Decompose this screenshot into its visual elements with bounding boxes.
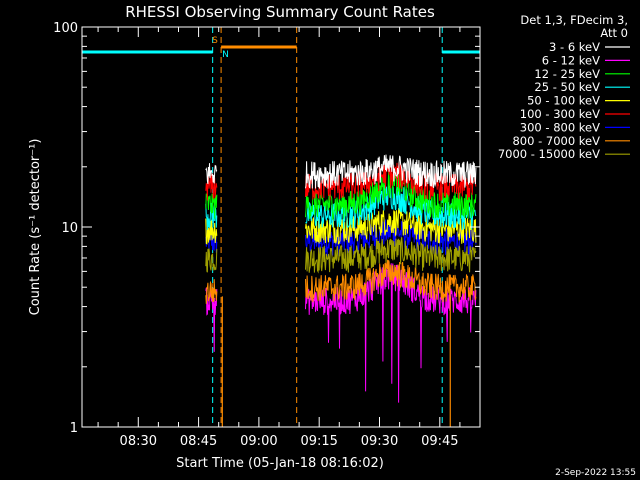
y-axis-label: Count Rate (s⁻¹ detector⁻¹): [28, 139, 43, 316]
series-line-3-6-kev: [205, 163, 218, 185]
legend-title-line-2: Att 0: [600, 26, 628, 40]
axes: 1 10 100 08:30 08:45 09:00 09:15 09:30 09:45: [53, 21, 481, 449]
x-tick-label: 09:30: [361, 434, 398, 449]
y-tick-label: 10: [61, 221, 78, 236]
y-tick-label: 100: [53, 21, 78, 36]
legend-entry-label: 25 - 50 keV: [534, 80, 600, 94]
x-tick-label: 08:45: [180, 434, 217, 449]
series-line-800-7000-kev: [205, 279, 218, 304]
series-line-7000-15000-kev: [305, 237, 477, 274]
legend-title-line-1: Det 1,3, FDecim 3,: [520, 13, 628, 27]
footer-date: 2-Sep-2022 13:55: [555, 468, 636, 478]
series-line-7000-15000-kev: [205, 248, 218, 273]
x-tick-label: 09:45: [421, 434, 458, 449]
legend-entry-label: 300 - 800 keV: [520, 120, 600, 134]
chart-title: RHESSI Observing Summary Count Rates: [125, 3, 435, 21]
x-axis-label: Start Time (05-Jan-18 08:16:02): [176, 456, 384, 471]
x-tick-label: 09:15: [300, 434, 337, 449]
legend-entry-label: 12 - 25 keV: [534, 67, 600, 81]
series-line-50-100-kev: [305, 208, 477, 245]
x-tick-label: 09:00: [240, 434, 277, 449]
legend-entry-label: 3 - 6 keV: [549, 40, 600, 54]
series-line-100-300-kev: [205, 173, 218, 201]
night-n-label: N: [222, 50, 229, 60]
series-line-100-300-kev: [305, 161, 477, 201]
saa-s-label: S: [212, 36, 218, 46]
legend-entry-label: 800 - 7000 keV: [512, 134, 600, 148]
legend-entry-label: 50 - 100 keV: [527, 94, 600, 108]
series-line-800-7000-kev: [305, 259, 477, 303]
series-line-3-6-kev: [305, 154, 477, 189]
legend-entry-label: 6 - 12 keV: [542, 53, 600, 67]
legend-entry-label: 100 - 300 keV: [520, 107, 600, 121]
plot-area: SN: [82, 27, 480, 427]
y-tick-label: 1: [70, 421, 78, 436]
x-tick-label: 08:30: [120, 434, 157, 449]
legend-entry-label: 7000 - 15000 keV: [498, 147, 600, 161]
